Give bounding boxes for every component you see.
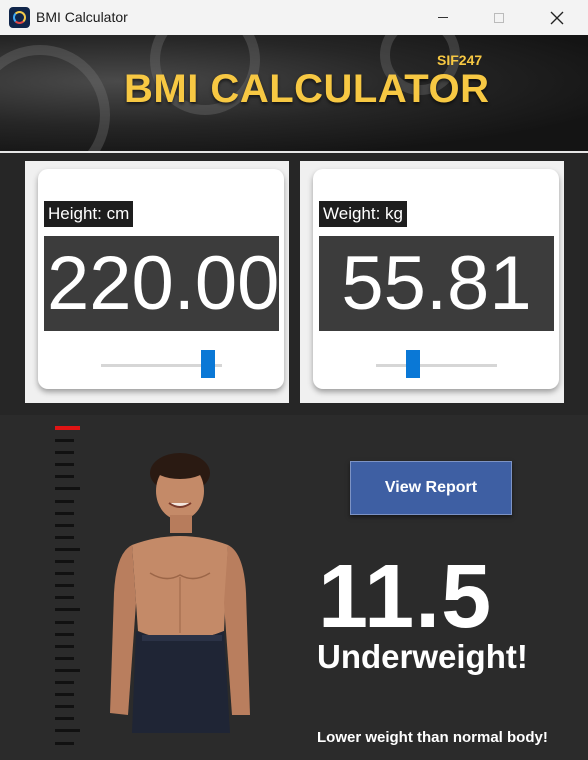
bmi-scale-tick xyxy=(55,742,74,745)
bmi-scale-tick xyxy=(55,633,74,636)
bmi-scale-tick xyxy=(55,475,74,478)
bmi-scale-tick xyxy=(55,621,74,624)
minimize-icon xyxy=(438,17,448,18)
banner-subtitle: SIF247 xyxy=(437,52,482,68)
bmi-scale-tick xyxy=(55,487,80,490)
weight-card: Weight: kg 55.81 xyxy=(313,169,559,389)
height-card: Height: cm 220.00 xyxy=(38,169,284,389)
weight-card-frame: Weight: kg 55.81 xyxy=(300,161,564,403)
maximize-icon xyxy=(494,13,504,23)
bmi-app-icon xyxy=(9,7,30,28)
bmi-value: 11.5 xyxy=(318,547,518,647)
bmi-scale-tick xyxy=(55,584,74,587)
bmi-scale-tick xyxy=(55,717,74,720)
bmi-scale-tick xyxy=(55,669,80,672)
bmi-scale-tick xyxy=(55,693,74,696)
dumbbell-plate-decoration xyxy=(0,45,110,151)
bmi-message: Lower weight than normal body! xyxy=(317,729,548,746)
bmi-scale-tick xyxy=(55,596,74,599)
body-figure-image xyxy=(102,453,262,733)
bmi-scale-tick xyxy=(55,536,74,539)
bmi-scale-tick xyxy=(55,657,74,660)
bmi-scale-tick xyxy=(55,512,74,515)
bmi-scale-tick xyxy=(55,572,74,575)
window-title: BMI Calculator xyxy=(36,9,128,25)
bmi-scale-tick xyxy=(55,524,74,527)
view-report-button[interactable]: View Report xyxy=(350,461,512,515)
bmi-scale-tick xyxy=(55,560,74,563)
input-section: Height: cm 220.00 Weight: kg 55.81 xyxy=(0,153,588,415)
weight-slider-thumb[interactable] xyxy=(406,350,420,378)
bmi-scale-tick xyxy=(55,705,74,708)
weight-label: Weight: kg xyxy=(319,201,407,227)
close-icon xyxy=(550,11,564,25)
bmi-scale-tick xyxy=(55,500,74,503)
bmi-scale-tick xyxy=(55,608,80,611)
weight-slider[interactable] xyxy=(376,364,497,367)
close-button[interactable] xyxy=(534,0,580,35)
maximize-button[interactable] xyxy=(476,0,522,35)
height-slider-thumb[interactable] xyxy=(201,350,215,378)
bmi-scale-tick xyxy=(55,463,74,466)
minimize-button[interactable] xyxy=(420,0,466,35)
bmi-scale-tick xyxy=(55,681,74,684)
bmi-scale-tick xyxy=(55,451,74,454)
bmi-scale-tick xyxy=(55,729,80,732)
height-card-frame: Height: cm 220.00 xyxy=(25,161,289,403)
bmi-scale-indicator xyxy=(55,426,80,430)
title-bar[interactable]: BMI Calculator xyxy=(0,0,588,35)
height-label: Height: cm xyxy=(44,201,133,227)
bmi-scale-tick xyxy=(55,645,74,648)
result-section: View Report 11.5 Underweight! Lower weig… xyxy=(0,415,588,760)
header-banner: SIF247 BMI CALCULATOR xyxy=(0,35,588,151)
bmi-category: Underweight! xyxy=(317,638,528,676)
bmi-scale-tick xyxy=(55,548,80,551)
bmi-scale-tick xyxy=(55,439,74,442)
height-value-display: 220.00 xyxy=(44,236,279,331)
banner-title: BMI CALCULATOR xyxy=(124,67,489,112)
weight-value-display: 55.81 xyxy=(319,236,554,331)
